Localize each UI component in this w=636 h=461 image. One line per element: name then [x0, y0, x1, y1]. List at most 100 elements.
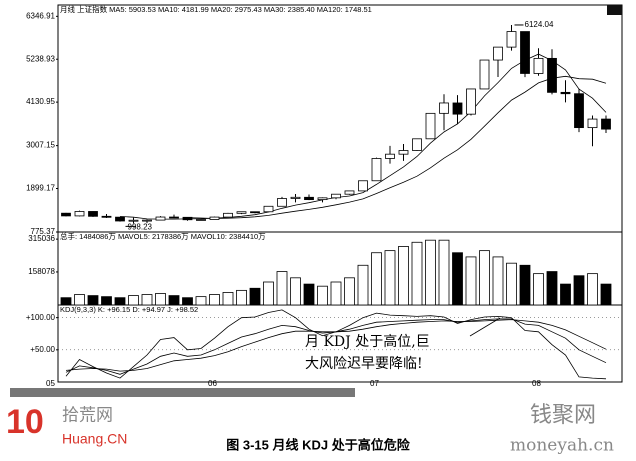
candle-body: [290, 196, 301, 199]
x-tick-label: 07: [370, 379, 379, 388]
y-tick-label: 1899.17: [26, 184, 55, 193]
candle-body: [547, 57, 557, 93]
candle-body: [439, 102, 449, 114]
candle-body: [209, 216, 220, 220]
y-tick-label: 5238.93: [26, 54, 55, 63]
ma-line: [187, 75, 607, 219]
tab-strip: [10, 388, 355, 397]
volume-bar: [398, 246, 409, 306]
candle-body: [506, 31, 517, 48]
volume-bar: [195, 296, 207, 306]
kdj-line: [65, 309, 607, 380]
note-line: 月 KDJ 处于高位,巨: [305, 333, 430, 350]
volume-bar: [492, 256, 504, 306]
volume-bar: [263, 281, 274, 306]
corner-box: [607, 5, 622, 15]
volume-bar: [384, 250, 396, 306]
candle-body: [317, 197, 328, 201]
volume-bar: [317, 285, 328, 306]
watermark-number: 10: [6, 403, 44, 441]
volume-bar: [87, 295, 99, 306]
volume-header: 总手: 1484086万 MAVOL5: 2178386万 MAVOL10: 2…: [60, 231, 266, 241]
y-tick-label: 158078: [28, 267, 55, 276]
watermark-url: Huang.CN: [62, 431, 127, 447]
candle-body: [169, 216, 179, 219]
volume-bar: [114, 297, 126, 306]
candle-body: [128, 219, 139, 222]
candle-body: [385, 153, 395, 159]
volume-bar: [479, 250, 490, 306]
candle-body: [74, 211, 85, 217]
candle-body: [182, 216, 193, 221]
watermark-name: 拾荒网: [62, 405, 113, 424]
volume-bar: [276, 271, 288, 306]
volume-bar: [290, 277, 301, 306]
candle-body: [398, 150, 409, 155]
candle-body: [371, 158, 382, 182]
volume-bar: [465, 256, 477, 306]
volume-bar: [330, 281, 342, 306]
candle-body: [101, 215, 112, 218]
note-line: 大风险迟早要降临!: [305, 356, 423, 372]
y-tick-label: 3007.15: [26, 141, 55, 150]
volume-bar: [128, 295, 139, 306]
kdj-header: KDJ(9,3,3) K: +96.15 D: +94.97 J: +98.52: [60, 305, 198, 314]
y-tick-label: 315036: [28, 234, 55, 243]
candle-body: [344, 190, 355, 195]
candle-body: [533, 57, 544, 74]
volume-bar: [344, 277, 355, 306]
volume-bar: [560, 283, 571, 306]
volume-bar: [249, 287, 261, 306]
volume-bar: [74, 294, 85, 306]
volume-bar: [303, 283, 315, 306]
candle-body: [142, 219, 152, 222]
volume-bar: [60, 297, 72, 306]
volume-bar: [209, 294, 220, 306]
candle-body: [277, 198, 287, 207]
y-tick-label: 4130.95: [26, 97, 55, 106]
candle-body: [520, 31, 530, 74]
candle-body: [493, 46, 503, 61]
y-tick-label: 775.37: [31, 227, 56, 236]
candle-body: [466, 88, 476, 115]
volume-bar: [438, 239, 450, 306]
volume-bar: [425, 239, 436, 306]
volume-bar: [168, 295, 180, 306]
caption: 图 3-15 月线 KDJ 处于高位危险: [226, 437, 410, 452]
candle-body: [223, 212, 233, 218]
candle-body: [560, 91, 571, 95]
candle-body: [425, 112, 436, 140]
volume-bar: [371, 252, 382, 306]
volume-bar: [155, 293, 166, 306]
x-tick-label: 08: [532, 379, 541, 388]
candle-body: [155, 216, 166, 221]
y-tick-label: 6346.91: [26, 11, 55, 20]
candle-body: [196, 219, 206, 221]
volume-bar: [506, 262, 517, 306]
candle-body: [587, 118, 598, 129]
volume-bar: [101, 296, 112, 306]
watermark-url: moneyah.cn: [510, 436, 614, 456]
y-tick-label: +100.00: [26, 313, 56, 322]
candle-body: [452, 102, 463, 115]
volume-bar: [600, 283, 612, 306]
volume-bar: [573, 275, 585, 306]
x-tick-label: 06: [208, 379, 217, 388]
candle-body: [601, 118, 611, 130]
high-label: 6124.04: [525, 20, 554, 29]
candle-body: [412, 138, 422, 151]
volume-bar: [182, 297, 193, 306]
candle-body: [88, 211, 98, 217]
volume-bar: [222, 292, 234, 306]
volume-bar: [587, 273, 598, 306]
candle-body: [61, 212, 71, 217]
note-arrow: [469, 317, 501, 337]
candle-body: [331, 193, 341, 199]
volume-bar: [546, 271, 558, 306]
watermark-name: 钱聚网: [530, 403, 596, 428]
volume-bar: [411, 241, 423, 306]
volume-bar: [236, 289, 247, 306]
volume-bar: [357, 264, 369, 306]
